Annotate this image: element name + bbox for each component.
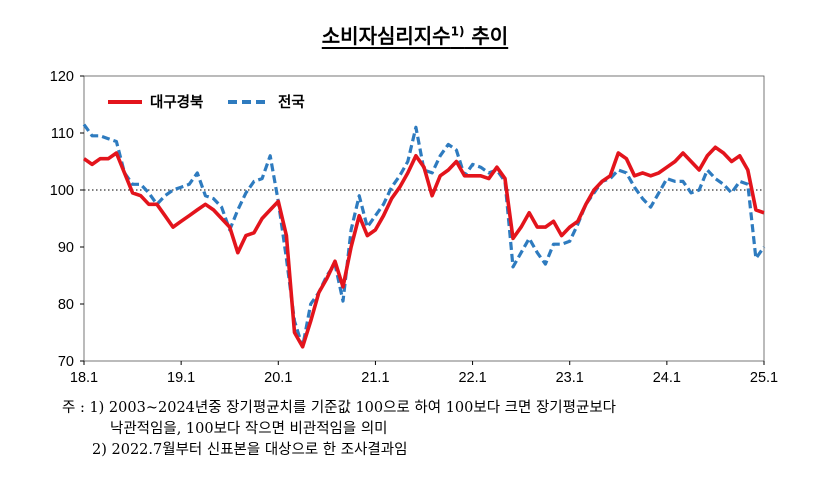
y-tick-label: 110 [51,126,74,142]
grid-layer [83,75,765,362]
y-tick-label: 90 [58,240,74,256]
legend: 대구경북 전국 [108,93,305,111]
plot-area-frame [83,75,765,362]
y-tick-label: 70 [58,354,74,370]
footnote-1-line-1: 2003~2024년중 장기평균치를 기준값 100으로 하여 100보다 크면… [104,400,617,416]
x-tick-label: 20.1 [264,370,292,386]
line-chart: 70 80 90 100 110 120 18.1 19.1 20.1 21.1 22.1 23.1 2… [50,69,778,386]
x-tick-label: 23.1 [556,370,584,386]
x-tick-label: 24.1 [653,370,681,386]
footnotes: 주 : 1) 2003~2024년중 장기평균치를 기준값 100으로 하여 1… [62,398,822,461]
x-tick-label: 25.1 [750,370,778,386]
footnote-1: 주 : 1) 2003~2024년중 장기평균치를 기준값 100으로 하여 1… [62,398,822,419]
chart-title: 소비자심리지수1) 추이 [0,20,830,49]
x-tick-label: 18.1 [70,370,98,386]
legend-label-daegu-gyeongbuk: 대구경북 [150,93,203,111]
series-line-nationwide [82,123,766,349]
x-tick-label: 19.1 [167,370,195,386]
axis-layer: 70 80 90 100 110 120 18.1 19.1 20.1 21.1 22.1 23.1 2… [50,69,778,386]
footnote-2-text: 2) 2022.7월부터 신표본을 대상으로 한 조사결과임 [92,442,408,458]
series-layer [82,123,766,349]
y-tick-label: 120 [50,69,74,85]
chart-title-suffix: 추이 [464,24,509,48]
x-tick-label: 21.1 [361,370,389,386]
footnote-1-line-2: 낙관적임을, 100보다 작으면 비관적임을 의미 [110,421,388,437]
x-tick-label: 22.1 [458,370,486,386]
y-tick-label: 80 [58,297,74,313]
legend-label-nationwide: 전국 [278,94,305,111]
y-tick-label: 100 [50,183,74,199]
series-line-daegu-gyeongbuk [82,145,765,349]
footnote-prefix: 주 : 1) [62,400,105,416]
chart-title-superscript: 1) [450,24,465,39]
footnote-1-continued: 낙관적임을, 100보다 작으면 비관적임을 의미 [62,419,822,440]
chart-title-text: 소비자심리지수 [321,24,451,48]
footnote-2: 2) 2022.7월부터 신표본을 대상으로 한 조사결과임 [62,440,822,461]
